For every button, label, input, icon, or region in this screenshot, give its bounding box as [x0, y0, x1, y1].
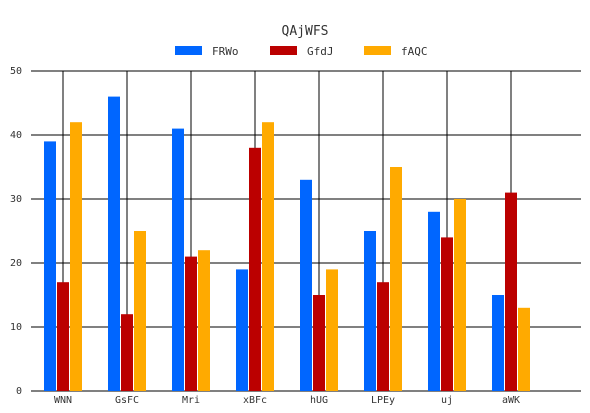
bar-fAQC-Mri: [198, 250, 210, 391]
y-axis-ticks: 0 10 20 30 40 50: [10, 66, 22, 397]
bar-GfdJ-Mri: [185, 256, 197, 391]
bar-FRWo-GsFC: [108, 96, 120, 391]
bar-fAQC-uj: [454, 199, 466, 391]
y-tick-label: 20: [10, 258, 22, 269]
y-tick-label: 0: [16, 386, 22, 397]
bar-FRWo-hUG: [300, 179, 312, 391]
x-axis-ticks: WNN GsFC Mri xBFc hUG LPEy uj aWK: [54, 395, 520, 406]
x-tick-label: xBFc: [243, 395, 267, 406]
legend-label: FRWo: [212, 45, 239, 58]
y-tick-label: 50: [10, 66, 22, 77]
bar-fAQC-GsFC: [134, 231, 146, 391]
legend-swatch-FRWo: [175, 46, 202, 55]
bar-FRWo-WNN: [44, 141, 56, 391]
x-tick-label: hUG: [310, 395, 328, 406]
bar-GfdJ-uj: [441, 237, 453, 391]
x-tick-label: WNN: [54, 395, 72, 406]
bar-fAQC-LPEy: [390, 167, 402, 391]
bar-GfdJ-GsFC: [121, 314, 133, 391]
bar-GfdJ-hUG: [313, 295, 325, 391]
legend-label: GfdJ: [307, 45, 334, 58]
bar-fAQC-xBFc: [262, 122, 274, 391]
bar-FRWo-LPEy: [364, 231, 376, 391]
bar-GfdJ-xBFc: [249, 147, 261, 391]
bar-fAQC-WNN: [70, 122, 82, 391]
legend-swatch-GfdJ: [270, 46, 297, 55]
x-tick-label: Mri: [182, 395, 200, 406]
x-tick-label: GsFC: [115, 395, 139, 406]
bar-FRWo-uj: [428, 211, 440, 391]
legend: FRWo GfdJ fAQC: [175, 45, 428, 58]
y-tick-label: 40: [10, 130, 22, 141]
bar-GfdJ-WNN: [57, 282, 69, 391]
bar-FRWo-Mri: [172, 128, 184, 391]
bar-GfdJ-LPEy: [377, 282, 389, 391]
x-tick-label: uj: [441, 395, 453, 406]
legend-swatch-fAQC: [364, 46, 391, 55]
chart-title: QAjWFS: [282, 24, 329, 39]
legend-label: fAQC: [401, 45, 428, 58]
bar-fAQC-aWK: [518, 307, 530, 391]
bar-GfdJ-aWK: [505, 192, 517, 391]
bar-FRWo-aWK: [492, 295, 504, 391]
bar-FRWo-xBFc: [236, 269, 248, 391]
bars: [44, 96, 530, 391]
x-tick-label: aWK: [502, 395, 520, 406]
x-tick-label: LPEy: [371, 395, 395, 406]
bar-fAQC-hUG: [326, 269, 338, 391]
y-tick-label: 10: [10, 322, 22, 333]
y-tick-label: 30: [10, 194, 22, 205]
